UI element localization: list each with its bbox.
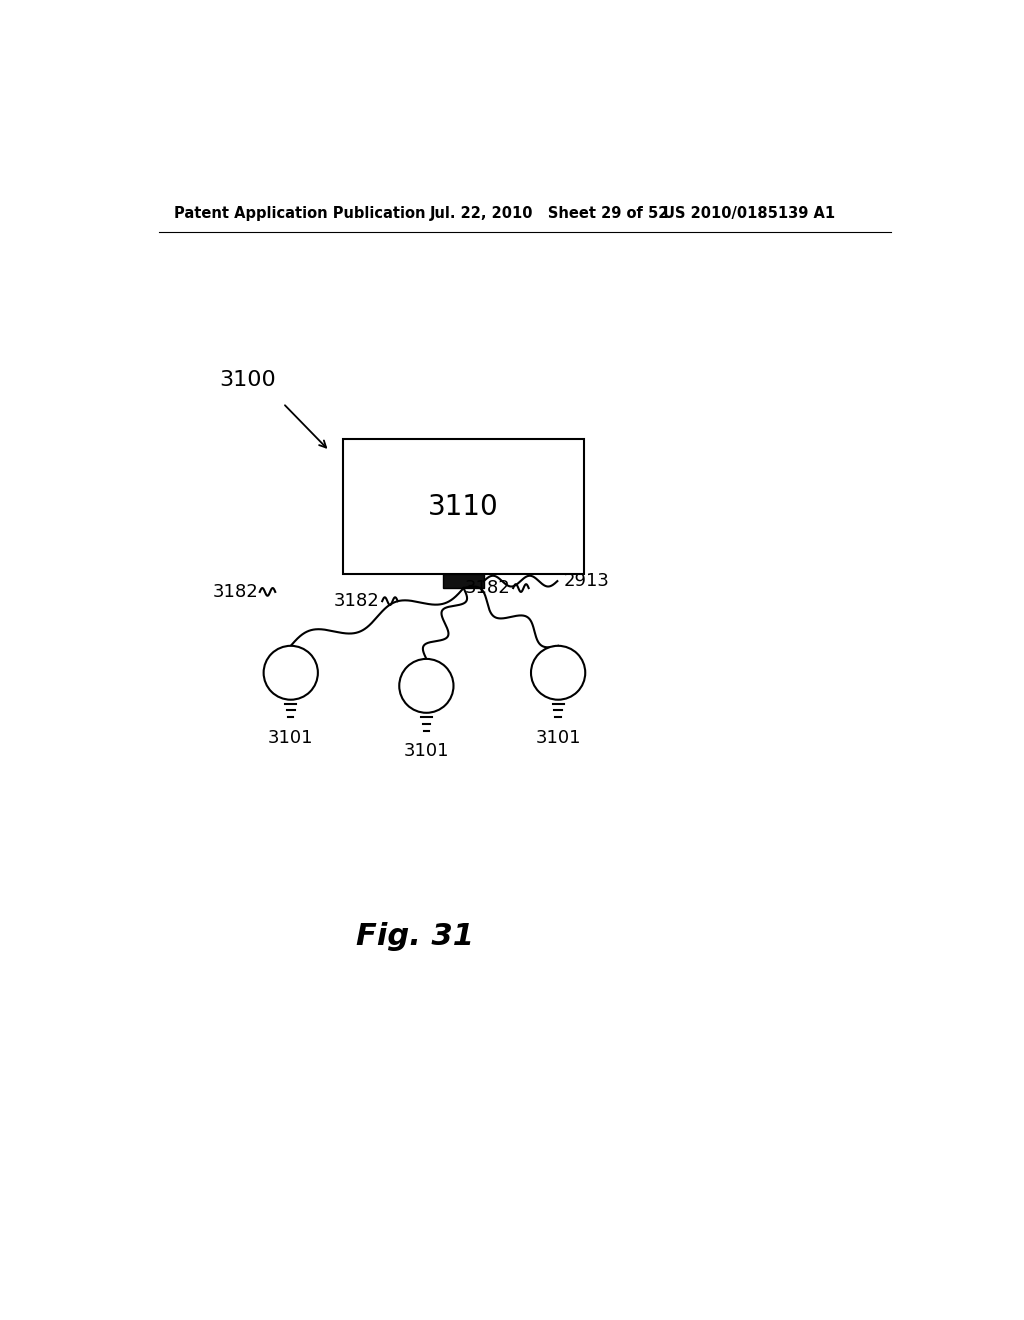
Circle shape	[531, 645, 586, 700]
Text: 3101: 3101	[268, 729, 313, 747]
Text: 3182: 3182	[465, 579, 511, 597]
Bar	[343, 440, 584, 574]
Text: Fig. 31: Fig. 31	[355, 921, 474, 950]
Text: US 2010/0185139 A1: US 2010/0185139 A1	[663, 206, 835, 222]
Text: Jul. 22, 2010   Sheet 29 of 52: Jul. 22, 2010 Sheet 29 of 52	[430, 206, 670, 222]
Text: 3100: 3100	[219, 370, 276, 391]
Text: 3110: 3110	[428, 492, 499, 521]
Text: 3182: 3182	[212, 583, 258, 601]
Text: 3101: 3101	[403, 742, 450, 760]
Text: 3101: 3101	[536, 729, 581, 747]
Text: Patent Application Publication: Patent Application Publication	[174, 206, 426, 222]
Circle shape	[399, 659, 454, 713]
Text: 3182: 3182	[334, 593, 380, 610]
Text: 2913: 2913	[563, 572, 609, 590]
Bar	[443, 574, 483, 589]
Circle shape	[263, 645, 317, 700]
